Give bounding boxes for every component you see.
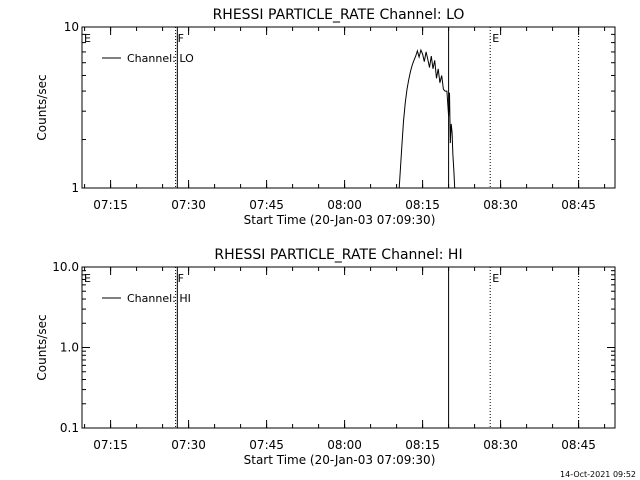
hi-y-tick-label: 1.0	[60, 341, 79, 355]
hi-x-tick-label: 07:15	[93, 438, 128, 452]
hi-x-tick-label: 07:45	[249, 438, 284, 452]
lo-event-marker-label: E	[84, 32, 91, 45]
lo-x-tick-label: 08:00	[327, 198, 362, 212]
hi-y-axis-label: Counts/sec	[35, 314, 49, 380]
hi-y-tick-label: 0.1	[60, 421, 79, 435]
lo-x-tick-label: 07:45	[249, 198, 284, 212]
hi-y-tick-label: 10.0	[52, 260, 79, 274]
hi-x-tick-label: 08:30	[483, 438, 518, 452]
lo-legend-entry: Channel: LO	[127, 52, 194, 65]
hi-chart-title: RHESSI PARTICLE_RATE Channel: HI	[214, 247, 462, 263]
hi-panel: RHESSI PARTICLE_RATE Channel: HI Counts/s…	[35, 247, 616, 467]
lo-event-marker-label: F	[178, 32, 184, 45]
lo-x-tick-label: 07:30	[171, 198, 206, 212]
hi-legend-entry: Channel: HI	[127, 292, 191, 305]
lo-x-tick-label: 08:30	[483, 198, 518, 212]
hi-event-marker-label: F	[178, 272, 184, 285]
lo-panel: RHESSI PARTICLE_RATE Channel: LO Counts/s…	[35, 7, 616, 227]
lo-chart-title: RHESSI PARTICLE_RATE Channel: LO	[213, 7, 465, 23]
lo-y-tick-label: 10	[64, 20, 79, 34]
hi-event-marker-label: E	[492, 272, 499, 285]
lo-x-tick-label: 08:45	[561, 198, 596, 212]
lo-x-tick-label: 07:15	[93, 198, 128, 212]
lo-y-axis-label: Counts/sec	[35, 74, 49, 140]
lo-x-axis-label: Start Time (20-Jan-03 07:09:30)	[244, 213, 436, 227]
hi-x-tick-label: 08:45	[561, 438, 596, 452]
hi-x-tick-label: 08:15	[405, 438, 440, 452]
lo-event-marker-label: E	[492, 32, 499, 45]
hi-event-marker-label: E	[84, 272, 91, 285]
lo-x-tick-label: 08:15	[405, 198, 440, 212]
hi-x-tick-label: 07:30	[171, 438, 206, 452]
lo-y-tick-label: 1	[71, 181, 79, 195]
lo-series-line	[398, 48, 456, 189]
plot-timestamp: 14-Oct-2021 09:52	[560, 470, 636, 479]
hi-x-axis-label: Start Time (20-Jan-03 07:09:30)	[244, 453, 436, 467]
hi-x-tick-label: 08:00	[327, 438, 362, 452]
